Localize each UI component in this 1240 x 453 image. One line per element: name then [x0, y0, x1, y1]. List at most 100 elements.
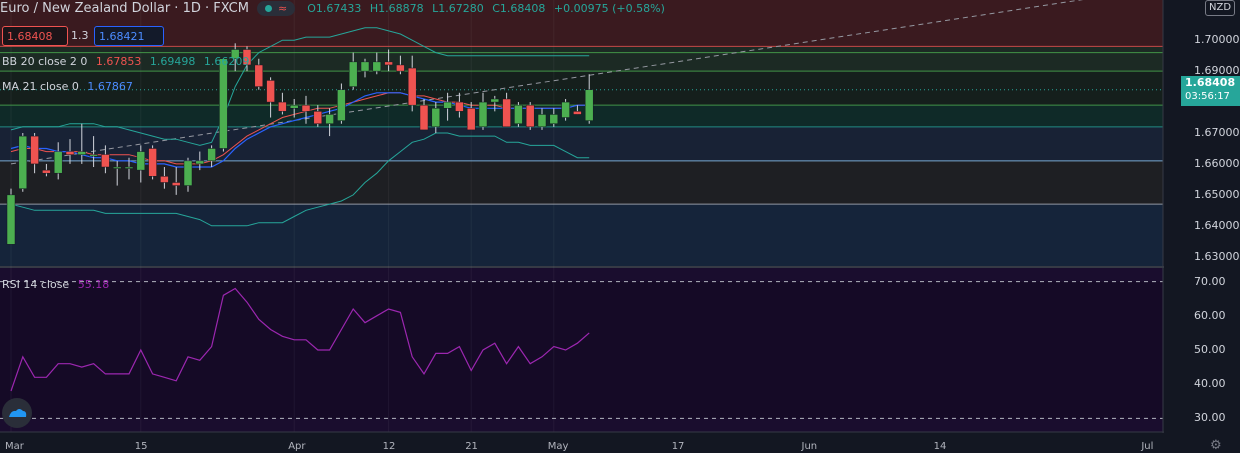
candle-body — [407, 67, 417, 106]
candle-body — [101, 154, 110, 168]
candle-body — [77, 151, 87, 155]
sell-price-button[interactable]: 1.68408 — [2, 26, 68, 46]
candle-body — [466, 108, 476, 131]
price-zone-3 — [0, 105, 1163, 127]
current-price-value: 1.68408 — [1185, 76, 1236, 89]
candle-body — [195, 160, 205, 165]
candle-body — [419, 104, 429, 131]
candle-body — [337, 89, 346, 121]
date-axis-tick: 17 — [671, 441, 685, 452]
candle-body — [384, 61, 393, 66]
candle-body — [254, 64, 264, 87]
price-axis-tick: 1.69000 — [1194, 64, 1240, 78]
market-status-pill[interactable]: ≈ — [256, 0, 296, 16]
open-value: O1.67433 — [307, 1, 362, 15]
candle-body — [490, 98, 500, 103]
candle-body — [183, 160, 193, 186]
candle-body — [514, 104, 523, 124]
bb-lower-value: 1.66209 — [203, 55, 250, 68]
candle-body — [160, 176, 169, 183]
candles — [6, 43, 594, 245]
price-zone-5 — [0, 160, 1163, 205]
date-axis-tick: May — [547, 441, 569, 452]
candle-body — [348, 61, 358, 87]
candle-body — [219, 58, 228, 149]
candle-body — [207, 148, 216, 162]
tradingview-logo-icon[interactable] — [2, 398, 32, 428]
candle-body — [478, 101, 488, 128]
rsi-polyline — [10, 287, 590, 392]
date-axis-bg — [0, 433, 1240, 451]
candle-body — [313, 111, 323, 124]
date-axis-tick: 12 — [382, 441, 396, 452]
candle-body — [30, 135, 39, 165]
bb-indicator-legend[interactable]: BB 20 close 2 0 1.67853 1.69498 1.66209 — [2, 55, 249, 68]
price-axis-tick: 1.70000 — [1194, 33, 1240, 47]
candle-body — [89, 154, 98, 157]
rsi-indicator-legend[interactable]: RSI 14 close 55.18 — [2, 278, 109, 291]
rsi-axis-tick: 50.00 — [1194, 343, 1226, 356]
ma-value: 1.67867 — [87, 80, 133, 93]
candle-body — [561, 101, 570, 118]
candle-body — [325, 114, 334, 124]
rsi-band-fill — [0, 281, 1163, 419]
date-axis-tick: Jun — [801, 441, 818, 452]
trendline[interactable] — [10, 0, 1100, 165]
bb-lower-line — [10, 132, 590, 227]
price-zones — [0, 0, 1163, 266]
candle-body — [112, 166, 122, 169]
candle-body — [573, 111, 582, 115]
candle-body — [584, 89, 594, 121]
price-axis-bg — [1164, 0, 1240, 451]
candle-body — [502, 98, 511, 128]
price-axis-tick: 1.67000 — [1194, 126, 1240, 139]
price-axis-tick: 1.65000 — [1194, 187, 1240, 201]
ma-label: MA 21 close 0 — [2, 80, 79, 93]
candle-body — [230, 49, 240, 60]
candle-body — [171, 182, 181, 186]
price-zone-6 — [0, 204, 1163, 266]
rsi-axis-tick: 30.00 — [1194, 411, 1226, 425]
candle-body — [148, 148, 157, 177]
rsi-label: RSI 14 close — [2, 278, 70, 291]
candle-body — [65, 151, 75, 155]
candle-body — [301, 104, 311, 112]
candle-body — [372, 61, 382, 72]
date-axis-tick: Mar — [5, 441, 24, 452]
bb-upper-line — [10, 27, 590, 146]
price-zone-0 — [0, 0, 1163, 47]
candle-body — [360, 61, 370, 72]
bar-countdown: 03:56:17 — [1185, 91, 1230, 102]
price-axis-tick: 1.66000 — [1194, 156, 1240, 170]
candle-body — [549, 114, 559, 124]
currency-label[interactable]: NZD — [1205, 0, 1235, 16]
bb-upper-value: 1.69498 — [149, 55, 196, 68]
spread-value: 1.3 — [71, 28, 89, 42]
candle-body — [537, 114, 547, 128]
candle-body — [289, 104, 299, 109]
buy-price-button[interactable]: 1.68421 — [94, 26, 164, 46]
date-axis-tick: Jul — [1141, 441, 1154, 452]
price-axis-tick: 1.63000 — [1194, 249, 1240, 263]
candle-body — [124, 166, 134, 169]
candle-body — [431, 108, 441, 128]
candle-body — [443, 101, 452, 109]
close-value: C1.68408 — [492, 1, 546, 15]
candle-body — [396, 64, 405, 72]
candle-body — [136, 151, 146, 171]
symbol-title[interactable]: Euro / New Zealand Dollar · 1D · FXCM — [0, 0, 249, 16]
rsi-pane-background — [0, 266, 1240, 432]
price-axis-tick: 1.64000 — [1194, 218, 1240, 232]
ma-indicator-legend[interactable]: MA 21 close 0 1.67867 — [2, 80, 133, 93]
low-value: L1.67280 — [432, 1, 484, 15]
market-open-dot-icon — [264, 4, 272, 12]
chart-header: Euro / New Zealand Dollar · 1D · FXCM ≈ … — [0, 0, 670, 16]
rsi-axis-tick: 40.00 — [1194, 377, 1226, 391]
candle-body — [525, 104, 535, 128]
date-axis-tick: Apr — [288, 441, 306, 452]
trendline-dashed — [10, 0, 1084, 165]
rsi-axis-tick: 70.00 — [1194, 274, 1226, 288]
ohlc-values: O1.67433 H1.68878 L1.67280 C1.68408 +0.0… — [307, 2, 670, 15]
settings-gear-icon[interactable]: ⚙ — [1210, 438, 1222, 453]
